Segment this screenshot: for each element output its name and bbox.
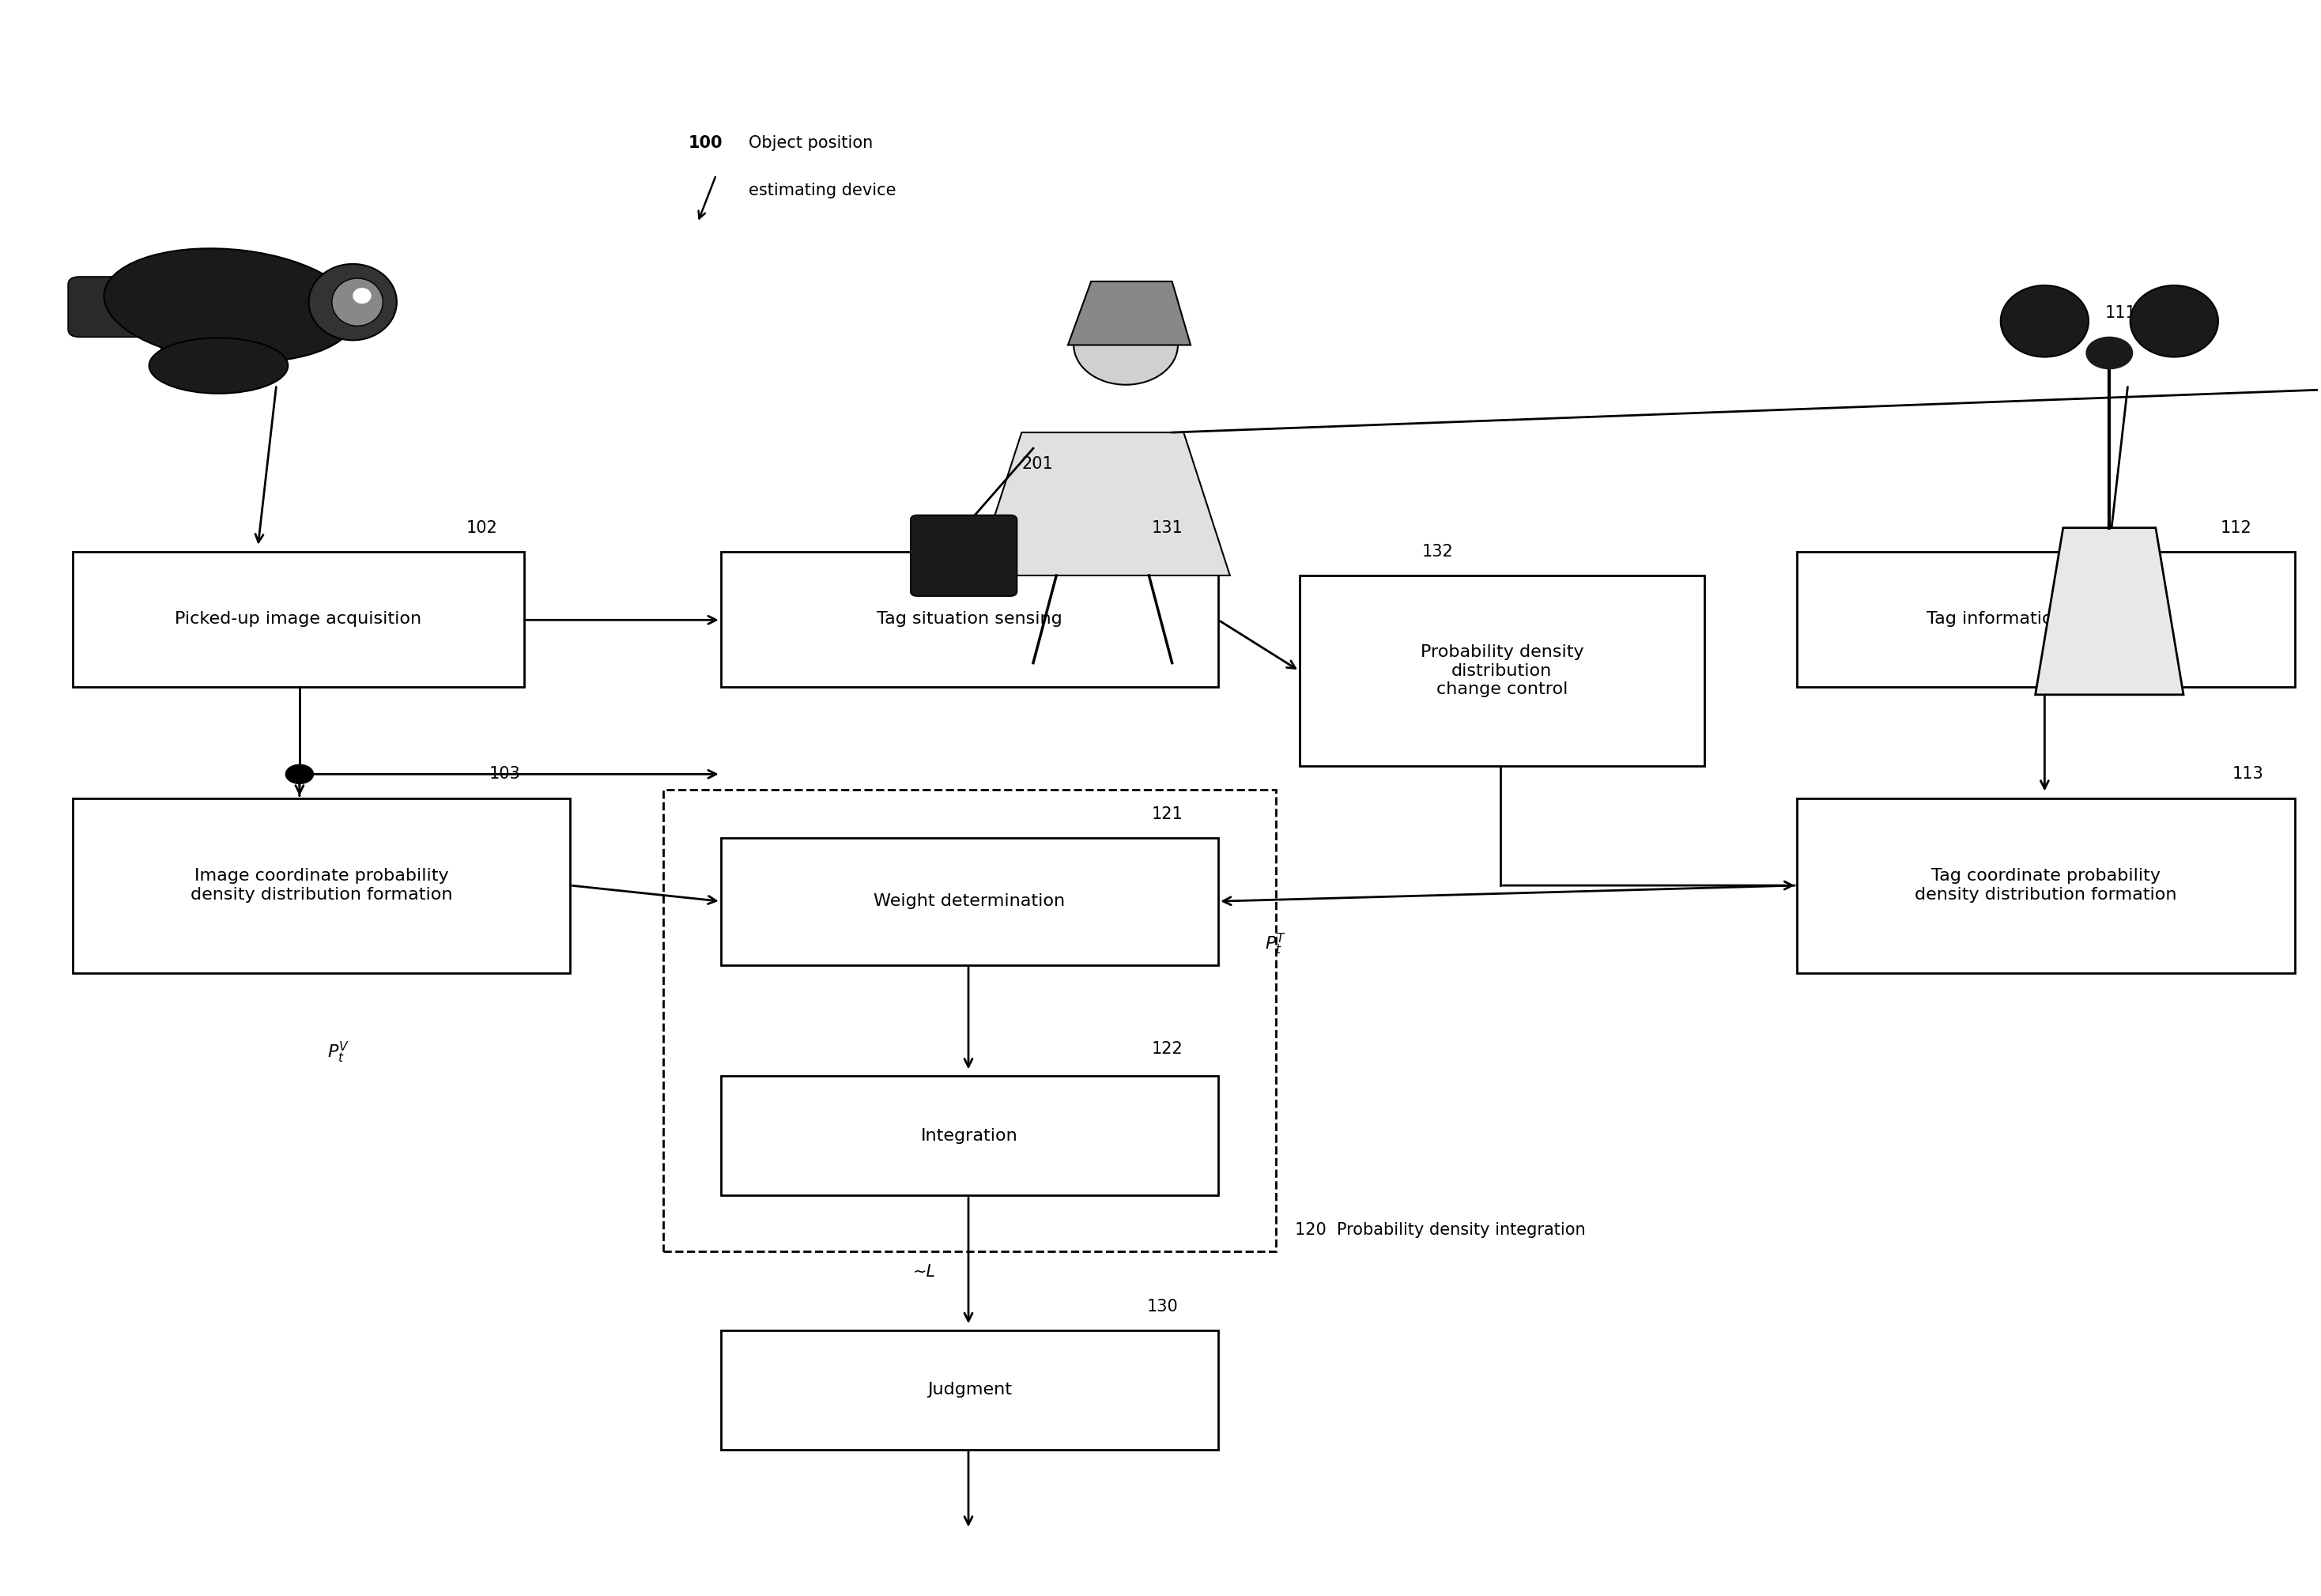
Polygon shape (2036, 528, 2184, 694)
Ellipse shape (1075, 305, 1177, 385)
Text: Probability density
distribution
change control: Probability density distribution change … (1420, 645, 1583, 697)
Text: Tag coordinate probability
density distribution formation: Tag coordinate probability density distr… (1915, 868, 2177, 902)
Ellipse shape (332, 278, 383, 326)
Text: Tag information acquisition: Tag information acquisition (1926, 611, 2165, 627)
FancyBboxPatch shape (910, 516, 1017, 597)
Text: Tag situation sensing: Tag situation sensing (877, 611, 1063, 627)
Text: 113: 113 (2233, 766, 2263, 782)
Circle shape (2087, 337, 2133, 369)
Bar (722, 838, 1219, 966)
Text: 121: 121 (1151, 806, 1184, 822)
Ellipse shape (2131, 286, 2219, 358)
Bar (1796, 552, 2295, 686)
Bar (72, 798, 571, 974)
Bar (722, 552, 1219, 686)
Text: 132: 132 (1423, 544, 1453, 560)
Text: 131: 131 (1151, 520, 1184, 536)
Text: ~L: ~L (912, 1264, 935, 1280)
Text: 102: 102 (467, 520, 497, 536)
Bar (1796, 798, 2295, 974)
Bar (1300, 576, 1704, 766)
Bar (72, 552, 525, 686)
Text: Integration: Integration (921, 1128, 1019, 1144)
Bar (722, 1331, 1219, 1449)
Ellipse shape (2001, 286, 2089, 358)
Text: $P_t^V$: $P_t^V$ (327, 1041, 350, 1065)
Ellipse shape (353, 287, 371, 303)
Bar (722, 1076, 1219, 1195)
Circle shape (285, 764, 313, 784)
FancyBboxPatch shape (67, 276, 207, 337)
Text: Judgment: Judgment (928, 1382, 1012, 1398)
Text: Weight determination: Weight determination (875, 894, 1065, 910)
Text: Picked-up image acquisition: Picked-up image acquisition (174, 611, 422, 627)
Text: 103: 103 (490, 766, 520, 782)
Text: 112: 112 (2221, 520, 2251, 536)
Text: 130: 130 (1147, 1299, 1179, 1315)
Text: 100: 100 (689, 136, 722, 152)
Text: 122: 122 (1151, 1041, 1184, 1057)
Text: Object position: Object position (750, 136, 873, 152)
Ellipse shape (309, 263, 397, 340)
Text: 120  Probability density integration: 120 Probability density integration (1295, 1223, 1585, 1238)
Polygon shape (1068, 281, 1191, 345)
Ellipse shape (149, 338, 288, 394)
Polygon shape (975, 433, 1230, 576)
Text: 201: 201 (1021, 456, 1054, 472)
Text: Image coordinate probability
density distribution formation: Image coordinate probability density dis… (190, 868, 453, 902)
Text: $P_t^T$: $P_t^T$ (1265, 932, 1286, 956)
Text: 200: 200 (1137, 313, 1170, 329)
Text: estimating device: estimating device (750, 184, 896, 200)
FancyBboxPatch shape (160, 327, 288, 356)
Ellipse shape (104, 249, 355, 362)
Bar (664, 790, 1277, 1251)
Text: 111: 111 (2105, 305, 2135, 321)
Text: 101: 101 (181, 257, 214, 273)
